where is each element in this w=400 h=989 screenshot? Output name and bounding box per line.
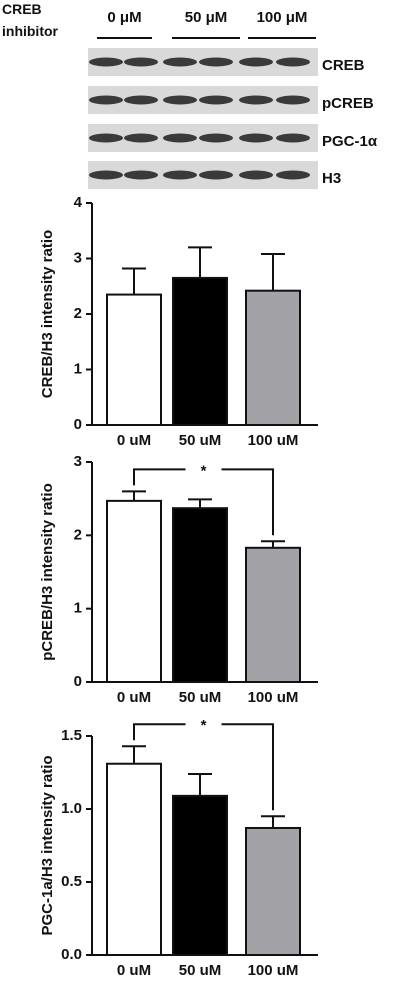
significance-bracket [133,468,274,536]
dose-label: 0 μM [107,9,141,26]
band [199,95,233,105]
bar [106,293,162,427]
band [89,57,123,67]
y-axis-label: CREB/H3 intensity ratio [39,230,56,398]
significance-bracket [133,723,274,811]
x-tick-label: 100 uM [248,432,299,449]
y-tick-label: 0.0 [61,946,82,963]
x-tick-label: 50 uM [179,432,222,449]
x-tick-label: 100 uM [248,689,299,706]
band [124,133,158,143]
band [239,170,273,180]
x-tick-label: 100 uM [248,962,299,979]
blot: CREB inhibitor [2,1,59,39]
y-tick-label: 0 [74,416,82,433]
y-tick-label: 2 [74,305,82,322]
blot-row-label: pCREB [322,95,374,112]
y-tick-label: 2 [74,526,82,543]
blot-row-label: PGC-1α [322,133,378,150]
bar [245,546,301,683]
significance-label: * [201,462,207,479]
dose-label: 100 μM [257,9,308,26]
x-tick-label: 0 uM [117,432,151,449]
band [276,170,310,180]
y-tick-label: 1 [74,360,82,377]
band [89,133,123,143]
y-tick-label: 3 [74,453,82,470]
band [89,170,123,180]
dose-label: 50 μM [185,9,228,26]
treatment-label: CREB inhibitor [2,1,59,39]
x-tick-label: 0 uM [117,689,151,706]
bar [172,794,228,956]
band [163,170,197,180]
blot-row-label: CREB [322,57,365,74]
bar [172,276,228,426]
blot-row-label: H3 [322,170,341,187]
x-tick-label: 50 uM [179,962,222,979]
band [163,95,197,105]
band [163,133,197,143]
y-axis-label: pCREB/H3 intensity ratio [39,483,56,661]
x-tick-label: 50 uM [179,689,222,706]
y-tick-label: 0 [74,673,82,690]
bar [106,762,162,956]
bar [172,507,228,684]
band [124,95,158,105]
y-tick-label: 1.5 [61,727,82,744]
band [124,170,158,180]
bar [245,289,301,426]
band [276,95,310,105]
band [199,133,233,143]
band [199,57,233,67]
band [239,133,273,143]
band [89,95,123,105]
significance-label: * [201,717,207,734]
y-tick-label: 1 [74,600,82,617]
x-tick-label: 0 uM [117,962,151,979]
band [276,57,310,67]
y-tick-label: 0.5 [61,873,82,890]
y-tick-label: 4 [74,194,83,211]
band [124,57,158,67]
band [163,57,197,67]
bar [106,499,162,683]
band [239,57,273,67]
band [239,95,273,105]
y-tick-label: 1.0 [61,800,82,817]
y-tick-label: 3 [74,249,82,266]
bar [245,826,301,956]
band [199,170,233,180]
y-axis-label: PGC-1a/H3 intensity ratio [39,755,56,935]
band [276,133,310,143]
